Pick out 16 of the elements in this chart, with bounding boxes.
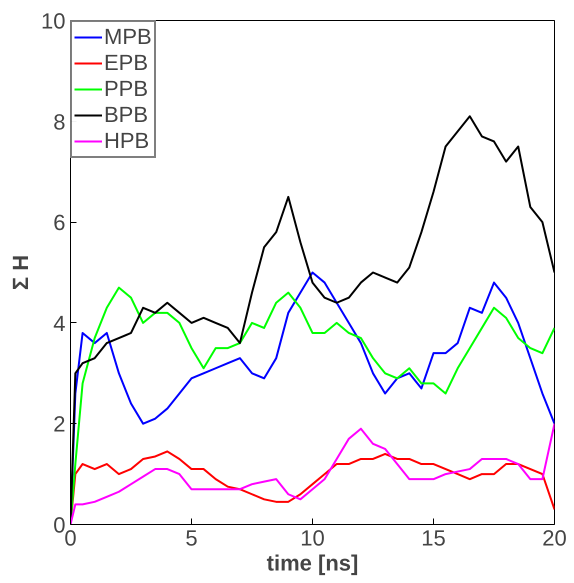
y-tick-label: 8 [53,109,66,134]
y-tick-label: 6 [53,210,66,236]
x-axis-title: time [ns] [266,550,358,576]
legend-label: BPB [104,102,148,128]
y-tick-label: 4 [53,310,66,336]
x-tick-label: 15 [421,526,446,550]
x-tick-label: 20 [542,526,567,550]
y-axis-title: Σ H [8,254,34,290]
legend-label: PPB [104,76,148,102]
y-tick-label: 10 [41,8,66,34]
x-tick-label: 5 [185,526,198,550]
legend-label: MPB [104,24,152,50]
legend-label: HPB [104,128,150,154]
y-tick-label: 2 [53,412,66,437]
x-tick-label: 10 [300,526,325,550]
legend-label: EPB [104,50,148,76]
